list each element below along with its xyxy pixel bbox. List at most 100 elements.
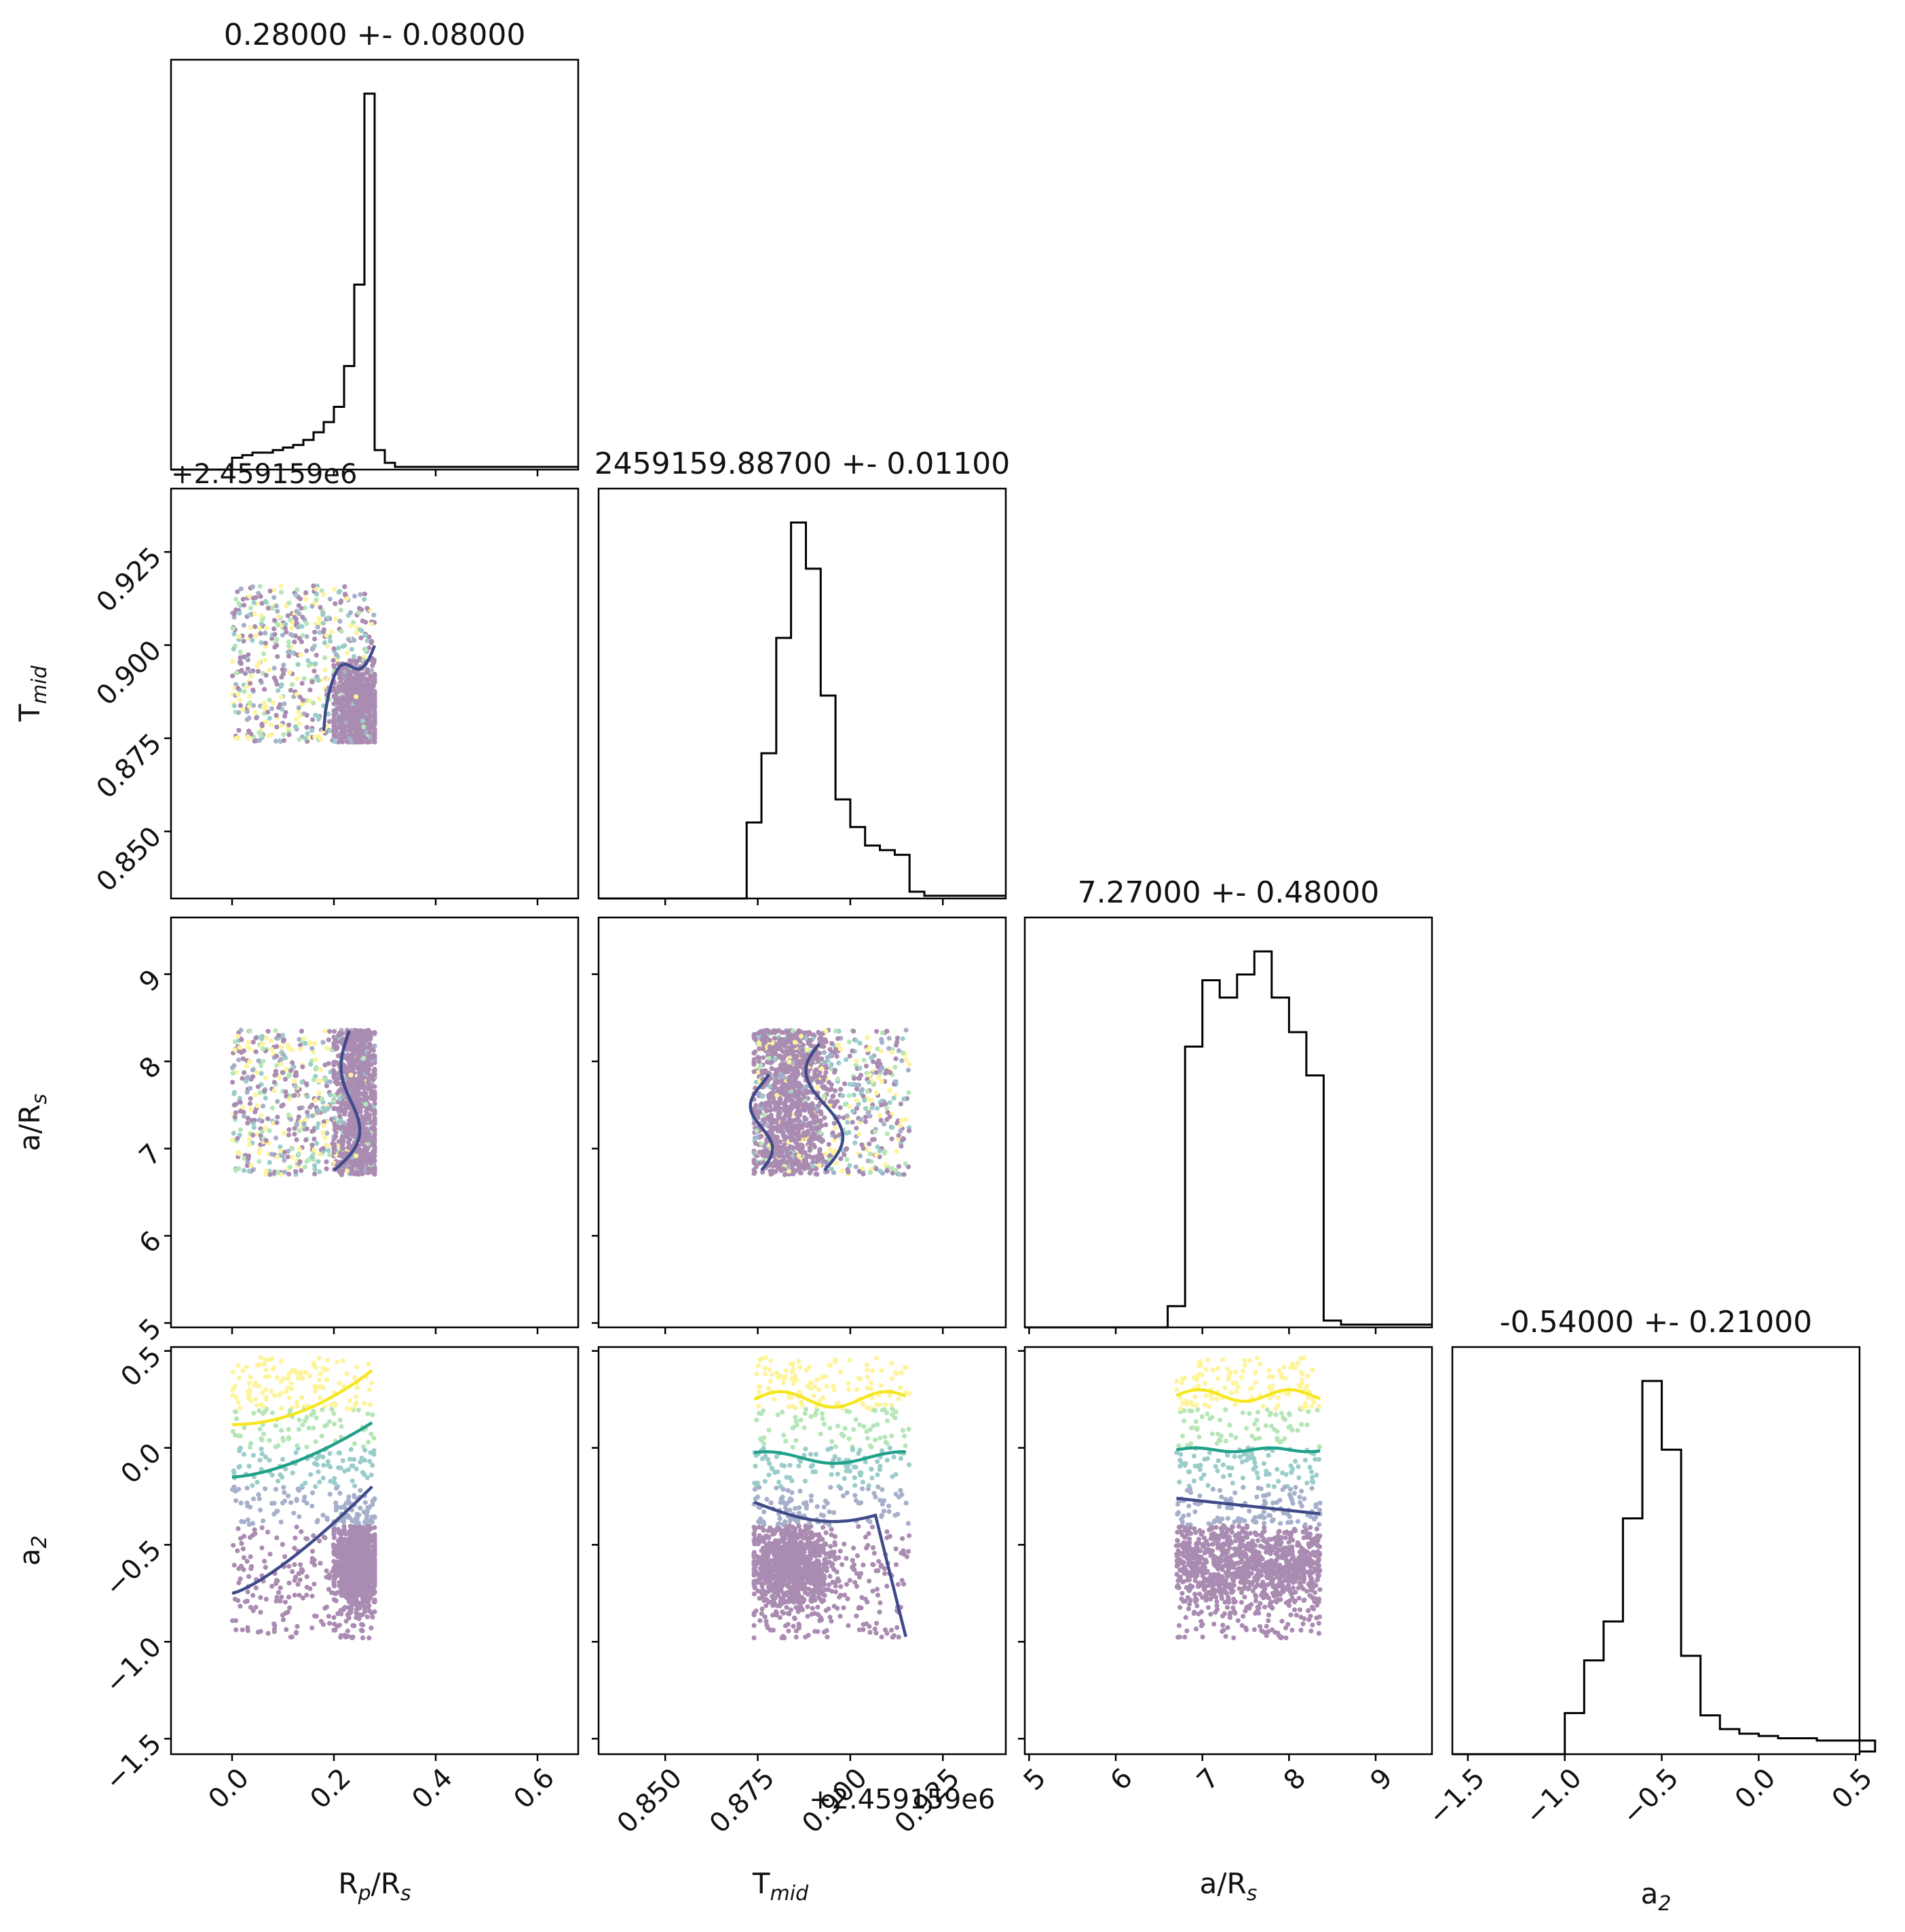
sample-point	[317, 630, 322, 635]
sample-point	[251, 1410, 257, 1416]
sample-point	[360, 712, 366, 718]
sample-point	[362, 681, 368, 687]
sample-point	[824, 1065, 829, 1071]
sample-point	[347, 638, 353, 643]
sample-point	[350, 698, 355, 704]
sample-point	[371, 708, 377, 713]
sample-point	[367, 1042, 373, 1048]
sample-point	[333, 707, 338, 713]
sample-point	[339, 694, 345, 700]
sample-point	[365, 727, 371, 733]
sample-point	[358, 693, 364, 698]
sample-point	[814, 1078, 820, 1084]
sample-point	[354, 701, 360, 706]
sample-point	[360, 697, 365, 702]
sample-point	[350, 692, 356, 698]
sample-point	[360, 1148, 366, 1153]
sample-point	[353, 735, 358, 740]
sample-point	[364, 719, 370, 725]
sample-point	[360, 702, 366, 708]
sample-point	[338, 701, 343, 706]
sample-point	[341, 676, 347, 681]
sample-point	[338, 599, 344, 604]
sample-point	[805, 1164, 810, 1169]
sample-point	[354, 694, 359, 699]
sample-point	[331, 694, 337, 699]
sample-point	[331, 658, 336, 663]
sample-point	[346, 700, 352, 705]
sample-point	[337, 626, 342, 632]
sample-point	[337, 673, 343, 678]
sample-point	[769, 1161, 774, 1167]
sample-point	[341, 1138, 346, 1143]
sample-point	[322, 686, 328, 692]
sample-point	[263, 630, 268, 636]
sample-point	[366, 670, 371, 676]
sample-point	[300, 614, 305, 620]
sample-point	[333, 1059, 338, 1065]
sample-point	[857, 1065, 863, 1071]
sample-point	[246, 1153, 252, 1158]
sample-point	[372, 722, 377, 727]
sample-point	[347, 724, 352, 730]
sample-point	[354, 723, 360, 730]
sample-point	[869, 1055, 874, 1061]
sample-point	[842, 1152, 847, 1158]
sample-point	[242, 1070, 247, 1076]
sample-point	[353, 689, 358, 694]
sample-point	[281, 1037, 287, 1042]
sample-point	[348, 692, 354, 698]
sample-point	[354, 677, 360, 683]
sample-point	[357, 1074, 362, 1079]
sample-point	[369, 704, 374, 710]
sample-point	[340, 719, 346, 724]
sample-point	[766, 1093, 772, 1098]
sample-point	[826, 1141, 831, 1147]
sample-point	[828, 1052, 833, 1057]
sample-point	[246, 679, 252, 685]
sample-point	[309, 679, 315, 685]
sample-point	[350, 721, 356, 726]
sample-point	[859, 1086, 865, 1093]
sample-point	[361, 714, 366, 720]
sample-point	[335, 739, 341, 744]
sample-point	[767, 1038, 772, 1043]
sample-point	[252, 1092, 258, 1098]
sample-point	[294, 1137, 299, 1143]
sample-point	[351, 700, 356, 706]
sample-point	[307, 1040, 313, 1045]
sample-point	[345, 613, 351, 618]
sample-point	[880, 1065, 885, 1071]
sample-point	[300, 698, 305, 703]
sample-point	[338, 600, 343, 605]
sample-point	[278, 723, 284, 728]
sample-point	[850, 1120, 855, 1125]
sample-point	[230, 658, 235, 664]
sample-point	[280, 1475, 285, 1480]
sample-point	[353, 712, 358, 717]
sample-point	[336, 719, 341, 725]
sample-point	[339, 681, 345, 686]
sample-point	[865, 1110, 871, 1116]
sample-point	[337, 1490, 343, 1496]
sample-point	[898, 1123, 903, 1129]
sample-point	[357, 694, 362, 700]
sample-point	[350, 717, 356, 723]
sample-point	[247, 1028, 252, 1034]
sample-point	[899, 1143, 904, 1149]
sample-point	[278, 1044, 284, 1050]
sample-point	[770, 1095, 776, 1101]
sample-point	[286, 1132, 292, 1138]
sample-point	[347, 697, 353, 702]
sample-point	[339, 734, 345, 740]
sample-point	[322, 1108, 327, 1114]
sample-point	[347, 724, 353, 730]
sample-point	[229, 1065, 235, 1071]
sample-point	[292, 639, 297, 645]
sample-point	[269, 706, 275, 711]
sample-point	[787, 1082, 793, 1087]
sample-point	[364, 724, 371, 730]
sample-point	[835, 1076, 840, 1082]
sample-point	[354, 630, 359, 636]
sample-point	[286, 1594, 292, 1600]
